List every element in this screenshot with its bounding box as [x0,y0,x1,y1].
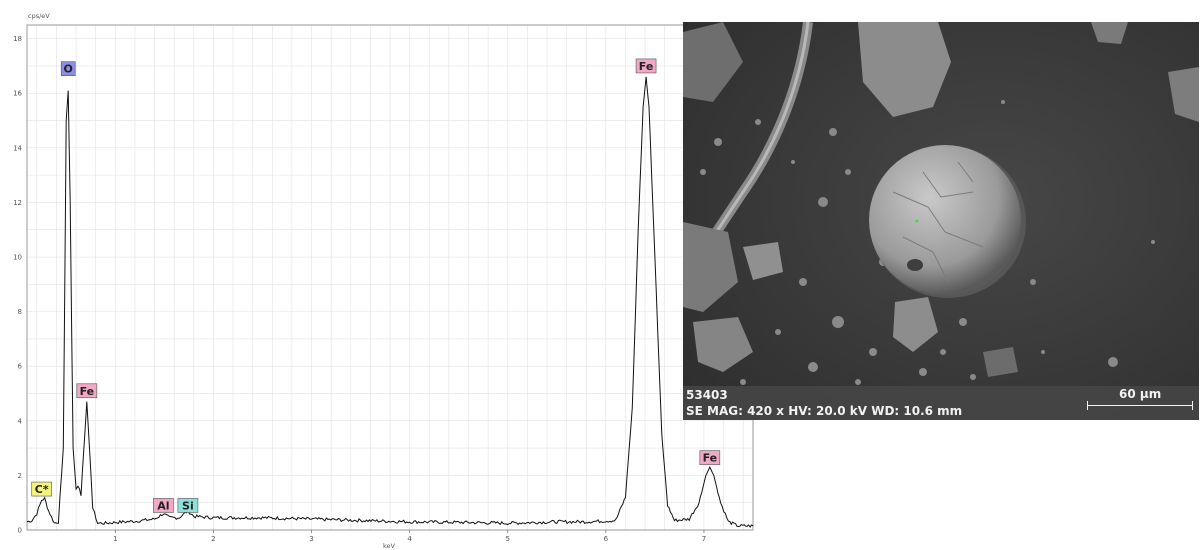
y-tick-label: 18 [13,35,22,43]
y-tick-label: 10 [13,254,22,262]
sem-micrograph: 53403 SE MAG: 420 x HV: 20.0 kV WD: 10.6… [683,22,1199,420]
sem-sample-id: 53403 [686,388,728,402]
peak-label: Al [153,498,174,513]
peak-label: Fe [635,58,657,74]
y-tick-label: 0 [18,527,22,535]
x-tick-label: 5 [505,535,509,543]
peak-label-text: C* [35,483,49,496]
spectrum-series-line [26,76,754,528]
peak-label-box [635,58,657,74]
scale-bar-cap-right [1192,401,1193,410]
y-tick-label: 14 [13,144,22,152]
peak-label-box [31,481,53,497]
y-axis-label: cps/eV [28,12,50,20]
y-tick-label: 2 [18,472,22,480]
peak-label-box [60,61,76,76]
peak-label-text: Fe [80,385,95,398]
sem-scale-label: 60 µm [1119,387,1162,401]
peak-label-text: Fe [639,60,654,73]
peak-label: Fe [699,450,721,465]
peak-label-box [76,383,98,399]
peak-labels: C* O Fe Al Si Fe Fe [31,58,721,513]
peak-label-text: Si [182,499,194,512]
y-tick-label: 8 [18,308,22,316]
x-axis: 1 2 3 4 5 6 7 [113,530,706,543]
y-tick-label: 6 [18,363,23,371]
peak-label: Si [177,498,199,513]
peak-label-box [177,498,199,513]
y-tick-label: 12 [13,199,22,207]
peak-label-text: Al [157,499,169,512]
x-tick-label: 4 [407,535,412,543]
x-tick-label: 3 [309,535,313,543]
peak-label-box [699,450,721,465]
peak-label-text: Fe [703,452,718,465]
x-axis-label: keV [383,542,396,550]
x-tick-label: 2 [211,535,215,543]
sem-parameters: SE MAG: 420 x HV: 20.0 kV WD: 10.6 mm [686,404,963,418]
x-tick-label: 7 [702,535,706,543]
sem-image [683,22,1199,420]
scale-bar [1087,405,1193,406]
peak-label: O [60,61,76,76]
grid [27,25,753,530]
y-axis: 0 2 4 6 8 10 12 14 16 18 [13,35,22,534]
peak-label-box [153,498,174,513]
y-tick-label: 4 [18,417,23,425]
peak-label-text: O [64,63,73,76]
y-tick-label: 16 [13,90,22,98]
x-tick-label: 1 [113,535,117,543]
peak-label: C* [31,481,53,497]
sem-info-bar: 53403 SE MAG: 420 x HV: 20.0 kV WD: 10.6… [683,386,1199,420]
x-tick-label: 6 [604,535,609,543]
peak-label: Fe [76,383,98,399]
